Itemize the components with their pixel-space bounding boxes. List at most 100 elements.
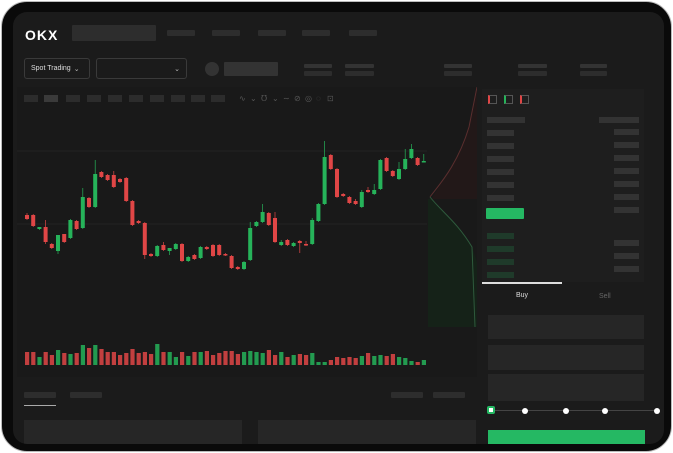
nav-item[interactable] — [167, 30, 195, 36]
candle-body — [155, 246, 160, 256]
tab-order-history[interactable] — [70, 392, 102, 398]
candle-body — [192, 255, 197, 259]
chevron-down-icon[interactable]: ⌄ — [250, 94, 257, 103]
stat-value — [580, 71, 607, 76]
volume-bar — [285, 357, 290, 365]
candle-body — [341, 194, 346, 196]
nav-item[interactable] — [212, 30, 240, 36]
coin-avatar — [205, 62, 219, 76]
volume-bar — [136, 353, 141, 365]
search-bar[interactable] — [72, 25, 156, 41]
slider-step[interactable] — [563, 408, 569, 414]
indicator-icon[interactable]: ∿ — [239, 94, 246, 103]
volume-bar — [359, 356, 364, 365]
chevron-down-icon[interactable]: ⌄ — [272, 94, 279, 103]
bottom-action[interactable] — [433, 392, 465, 398]
candle-body — [366, 190, 370, 192]
candle-body — [80, 197, 85, 228]
line-tool-icon[interactable]: ∼ — [283, 94, 290, 103]
candle-body — [372, 190, 377, 194]
circle-icon[interactable]: ◎ — [305, 94, 312, 103]
volume-bar — [421, 360, 426, 365]
candle-body — [273, 218, 277, 242]
volume-bar — [198, 352, 203, 365]
amount-input[interactable] — [488, 345, 644, 370]
timeframe-button[interactable] — [150, 95, 164, 102]
candle-body — [297, 241, 302, 243]
orderbook-asks-icon[interactable] — [520, 95, 529, 104]
slider-step[interactable] — [522, 408, 528, 414]
candlestick-chart[interactable] — [17, 86, 478, 377]
timeframe-button[interactable] — [87, 95, 101, 102]
market-select[interactable]: Spot Trading ⌄ — [24, 58, 90, 79]
assets-panel — [258, 420, 476, 444]
chart-panel[interactable] — [17, 86, 478, 377]
candle-body — [266, 213, 271, 225]
timeframe-button[interactable] — [129, 95, 143, 102]
bid-amount — [614, 240, 639, 246]
tab-open-orders[interactable] — [24, 392, 56, 398]
volume-bar — [390, 354, 395, 365]
ask-amount — [614, 155, 639, 161]
candle-body — [260, 212, 265, 222]
volume-bar — [74, 353, 79, 365]
bid-amount — [614, 266, 639, 272]
drawing-icon[interactable]: ℧ — [261, 94, 268, 103]
tab-buy[interactable]: Buy — [516, 292, 529, 299]
volume-bar — [322, 362, 327, 365]
candle-body — [93, 174, 98, 207]
ask-price — [487, 156, 514, 162]
candle-body — [223, 254, 228, 256]
volume-bar — [316, 362, 321, 365]
volume-bar — [124, 353, 129, 365]
amount-slider-track[interactable] — [491, 410, 656, 411]
total-input[interactable] — [488, 374, 644, 401]
slider-handle[interactable] — [487, 406, 495, 414]
candle-body — [403, 159, 408, 169]
nav-item[interactable] — [349, 30, 377, 36]
volume-bar — [43, 352, 48, 365]
candle-body — [111, 175, 116, 187]
settings-icon[interactable]: ◌ — [316, 94, 321, 103]
candle-body — [335, 169, 339, 197]
bottom-action[interactable] — [391, 392, 423, 398]
stat-label — [444, 64, 472, 68]
volume-bar — [254, 352, 259, 365]
timeframe-button[interactable] — [44, 95, 58, 102]
timeframe-button[interactable] — [66, 95, 80, 102]
fullscreen-icon[interactable]: ⊡ — [327, 94, 334, 103]
orders-panel — [24, 420, 242, 444]
orderbook-bids-icon[interactable] — [504, 95, 513, 104]
candle-body — [304, 244, 308, 246]
timeframe-button[interactable] — [24, 95, 38, 102]
volume-bar — [149, 354, 154, 365]
volume-bar — [372, 356, 377, 365]
candle-body — [136, 221, 141, 223]
timeframe-button[interactable] — [108, 95, 122, 102]
buy-button[interactable] — [488, 430, 645, 444]
slider-step[interactable] — [602, 408, 608, 414]
pencil-icon[interactable]: ⊘ — [294, 94, 301, 103]
timeframe-button[interactable] — [171, 95, 185, 102]
ask-amount — [614, 142, 639, 148]
nav-item[interactable] — [302, 30, 330, 36]
tab-sell[interactable]: Sell — [599, 293, 611, 300]
bid-price — [487, 246, 514, 252]
stat-label — [345, 64, 374, 68]
pair-select[interactable]: ⌄ — [96, 58, 187, 79]
timeframe-button[interactable] — [211, 95, 225, 102]
candle-body — [149, 254, 153, 256]
candle-body — [310, 220, 315, 244]
volume-bar — [161, 352, 166, 365]
candle-body — [285, 240, 290, 245]
price-input[interactable] — [488, 315, 644, 339]
timeframe-button[interactable] — [191, 95, 205, 102]
slider-step[interactable] — [654, 408, 660, 414]
market-select-label: Spot Trading — [31, 65, 71, 72]
ask-amount — [614, 129, 639, 135]
depth-asks-area — [428, 87, 477, 199]
volume-bar — [242, 352, 247, 365]
nav-item[interactable] — [258, 30, 286, 36]
volume-bar — [229, 351, 234, 365]
orderbook-both-icon[interactable] — [488, 95, 497, 104]
